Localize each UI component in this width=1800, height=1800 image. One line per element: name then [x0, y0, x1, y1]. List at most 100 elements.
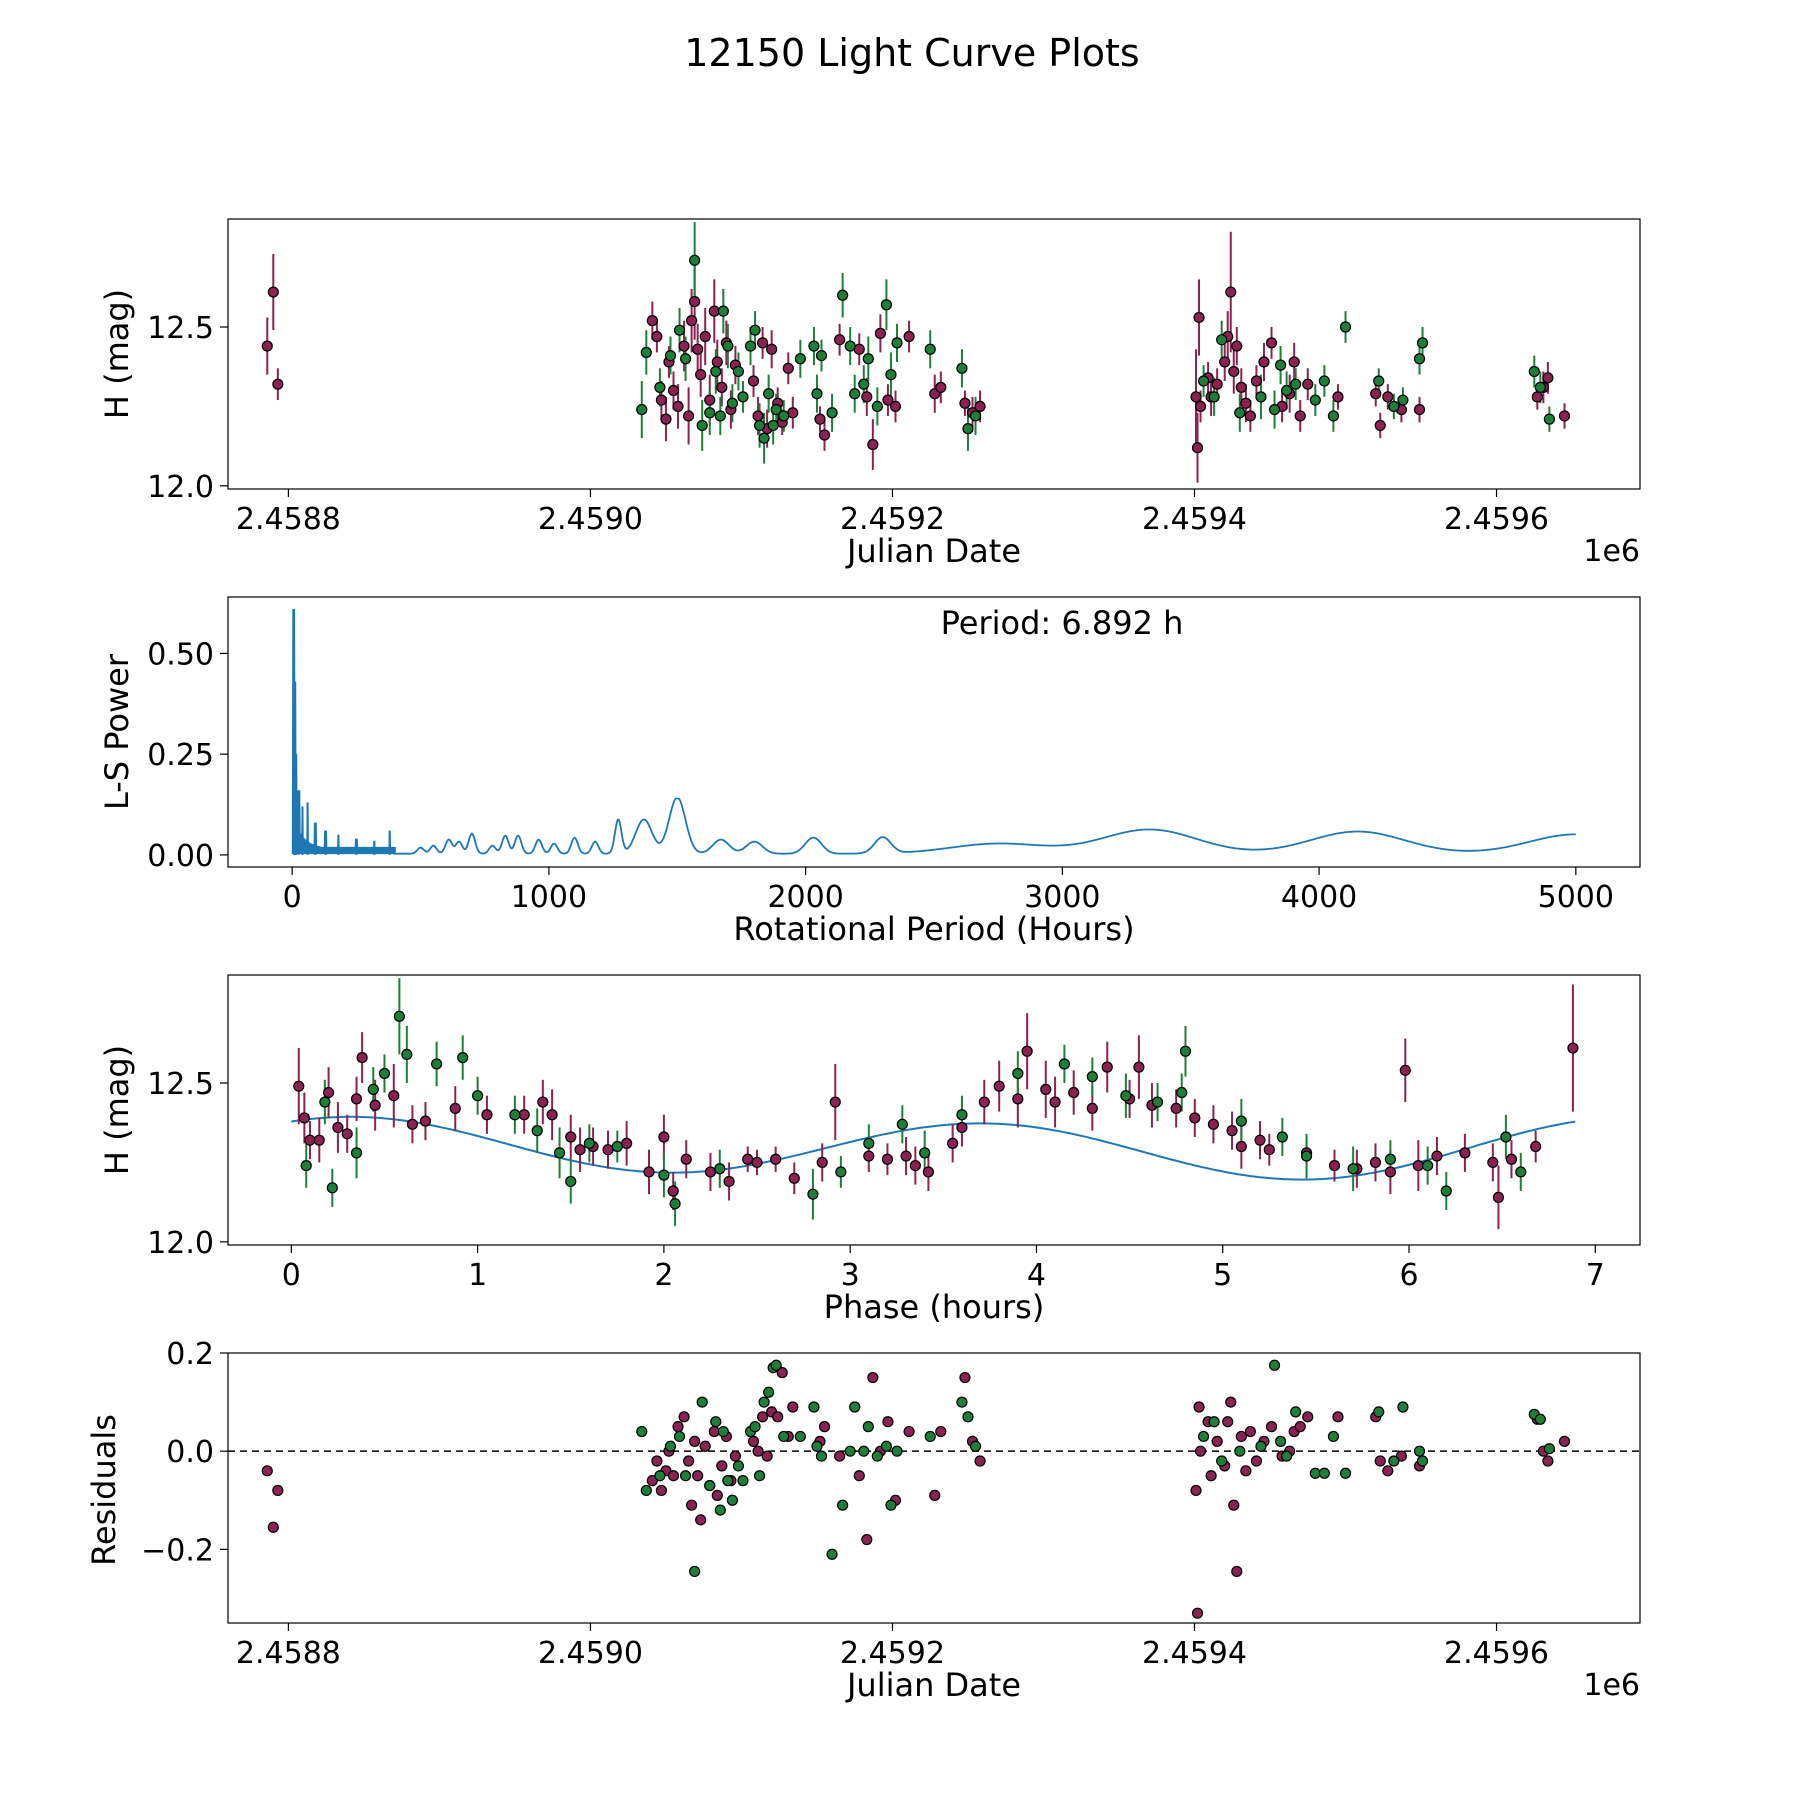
- data-point: [1281, 384, 1293, 397]
- data-point: [834, 334, 846, 346]
- data-point: [531, 1125, 543, 1137]
- data-point: [826, 1548, 838, 1560]
- data-point: [749, 324, 761, 336]
- data-point: [1179, 1045, 1192, 1057]
- x-tick-label: 2: [654, 1258, 673, 1293]
- data-point: [679, 1470, 692, 1482]
- data-point: [1176, 1086, 1188, 1099]
- y-tick-label: 12.0: [147, 1226, 214, 1261]
- x-tick-label: 5: [1213, 1258, 1232, 1293]
- data-point: [332, 1121, 344, 1134]
- data-point: [1219, 356, 1231, 368]
- data-point: [667, 1185, 679, 1197]
- data-point: [1250, 1455, 1263, 1467]
- data-point: [1274, 359, 1287, 371]
- data-point: [1205, 1470, 1217, 1482]
- data-point: [696, 419, 708, 432]
- data-point: [1228, 1499, 1240, 1511]
- data-point: [811, 388, 823, 400]
- data-point: [922, 1166, 935, 1178]
- data-point: [696, 1396, 708, 1408]
- data-point: [388, 1090, 400, 1102]
- data-point: [1240, 397, 1252, 409]
- data-point: [919, 1147, 931, 1159]
- y-tick-label: 0.50: [147, 637, 214, 672]
- data-point: [1216, 1455, 1228, 1467]
- data-point: [1086, 1071, 1098, 1083]
- panel-phased-curve: 0 1 2 3 4 5 6 7 12.0 12.5 Phase (hours) H (mag): [98, 974, 1641, 1326]
- data-point: [583, 1137, 595, 1149]
- data-point: [778, 1430, 790, 1443]
- data-point: [1388, 400, 1400, 413]
- data-point: [1290, 378, 1302, 390]
- data-point: [862, 353, 874, 365]
- light-curve-x-ticks: 2.4588 2.4590 2.4592 2.4594 2.4596: [236, 489, 1549, 537]
- data-point: [699, 1440, 711, 1452]
- y-tick-label: 0.0: [166, 1435, 214, 1470]
- data-point: [1332, 1411, 1344, 1423]
- phased-curve-frame: [227, 974, 1641, 1246]
- y-tick-label: 12.5: [147, 1067, 214, 1102]
- data-point: [929, 1489, 941, 1501]
- data-point: [565, 1175, 577, 1188]
- data-point: [1244, 1425, 1256, 1438]
- data-point: [1170, 1102, 1182, 1115]
- data-point: [723, 1175, 735, 1188]
- data-point: [406, 1118, 419, 1130]
- data-point: [1235, 381, 1247, 393]
- residuals-y-label: Residuals: [85, 1414, 123, 1566]
- data-point: [298, 1112, 310, 1124]
- data-point: [1228, 365, 1240, 378]
- data-point: [782, 362, 794, 374]
- data-point: [660, 413, 672, 425]
- data-point: [1133, 1061, 1145, 1073]
- data-point: [1500, 1131, 1512, 1143]
- data-point: [692, 1470, 704, 1482]
- data-point: [858, 378, 870, 390]
- data-point: [1412, 1159, 1424, 1172]
- periodogram-line: [291, 609, 1576, 855]
- data-point: [711, 1489, 723, 1501]
- x-tick-label: 1: [468, 1258, 487, 1293]
- x-tick-label: 4: [1027, 1258, 1046, 1293]
- data-point: [655, 394, 668, 406]
- phased-curve-y-label: H (mag): [98, 1045, 136, 1175]
- data-point: [861, 1533, 873, 1546]
- data-point: [1208, 1416, 1220, 1428]
- data-point: [807, 1188, 819, 1200]
- data-point: [959, 397, 971, 409]
- light-curve-y-label: H (mag): [98, 289, 136, 419]
- data-point: [834, 1450, 846, 1462]
- data-point: [1399, 1064, 1411, 1076]
- periodogram-y-label: L-S Power: [98, 653, 136, 810]
- light-curve-plot-area: [261, 222, 1571, 483]
- data-point: [1049, 1096, 1061, 1108]
- data-point: [695, 369, 707, 381]
- data-point: [673, 1430, 686, 1443]
- data-point: [959, 1371, 971, 1384]
- data-point: [1382, 391, 1394, 403]
- data-point: [1231, 340, 1243, 352]
- data-point: [699, 330, 711, 343]
- data-point: [924, 343, 936, 355]
- data-point: [1189, 1112, 1201, 1124]
- data-point: [1208, 391, 1220, 403]
- data-point: [1211, 1435, 1223, 1447]
- x-tick-label: 2.4592: [840, 1636, 945, 1671]
- period-annotation: Period: 6.892 h: [941, 604, 1184, 642]
- data-point: [1542, 372, 1554, 384]
- data-point: [1440, 1185, 1452, 1197]
- data-point: [909, 1159, 921, 1172]
- data-point: [837, 289, 849, 301]
- data-point: [978, 1096, 990, 1108]
- data-point: [1225, 286, 1237, 298]
- data-point: [1222, 1416, 1234, 1428]
- residuals-plot-area: [228, 1359, 1640, 1619]
- data-point: [818, 1421, 831, 1433]
- data-point: [974, 400, 986, 413]
- x-tick-label: 0: [282, 1258, 301, 1293]
- data-point: [862, 1421, 874, 1433]
- data-point: [1294, 1421, 1306, 1433]
- data-point: [1492, 1191, 1505, 1203]
- data-point: [611, 1140, 623, 1153]
